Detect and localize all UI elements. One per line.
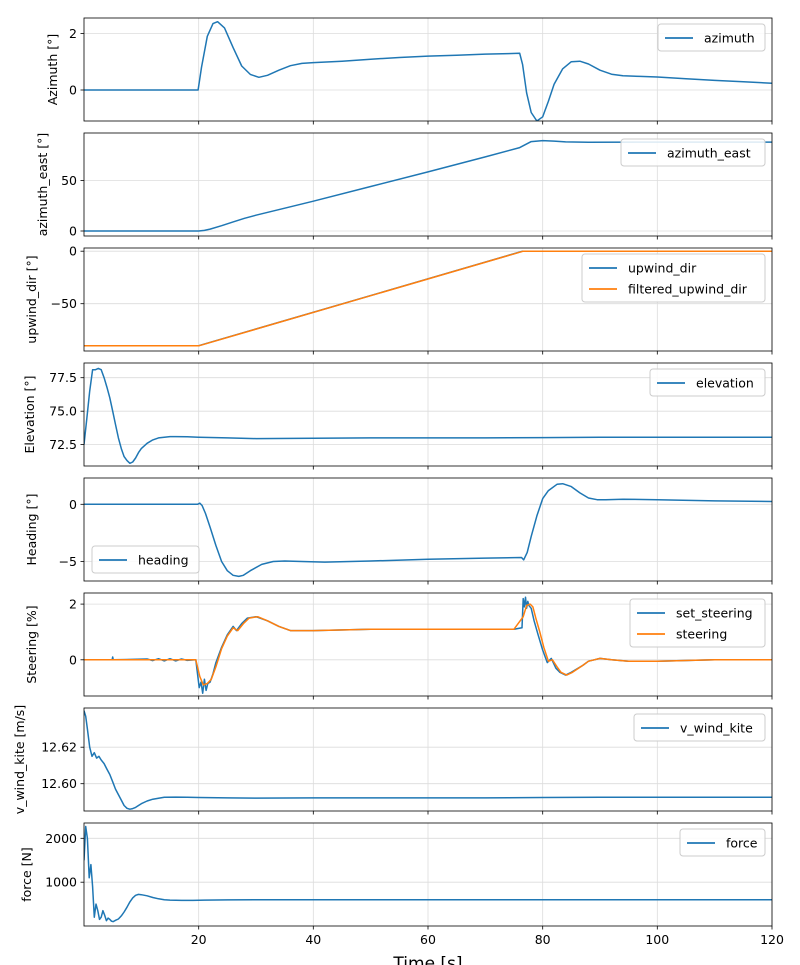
y-tick-label: 50 xyxy=(61,173,77,188)
x-tick-label: 80 xyxy=(535,932,551,947)
legend-label: azimuth xyxy=(704,31,755,46)
legend-box xyxy=(633,713,766,742)
y-tick-label: 0 xyxy=(69,244,77,259)
y-tick-label: 0 xyxy=(69,224,77,239)
panel-2: 0 50 azimuth_east [°] azimuth_east xyxy=(35,132,773,240)
legend: v_wind_kite xyxy=(633,713,766,742)
y-tick-label: 0 xyxy=(69,652,77,667)
panel-3: 0 −50 upwind_dir [°] upwind_dir filtered_upw… xyxy=(24,244,773,355)
series-line-elevation xyxy=(84,367,772,465)
legend-label: v_wind_kite xyxy=(680,721,753,736)
y-axis-label: Azimuth [°] xyxy=(45,34,60,105)
legend-label: heading xyxy=(138,553,189,568)
y-axis-label: upwind_dir [°] xyxy=(24,255,39,343)
y-tick-label: 0 xyxy=(69,83,77,98)
legend-box xyxy=(581,253,766,303)
y-tick-label: −50 xyxy=(51,296,77,311)
legend-box xyxy=(91,545,200,574)
legend-box xyxy=(657,23,766,52)
panel-5: 0 −5 Heading [°] heading xyxy=(24,477,773,585)
y-axis-label: Elevation [°] xyxy=(22,375,37,453)
y-tick-label: 12.62 xyxy=(41,740,77,755)
x-axis-label: Time [s] xyxy=(392,954,462,965)
series-line-force xyxy=(84,825,772,923)
series-line-azimuth xyxy=(84,20,772,121)
legend-box xyxy=(649,368,766,397)
y-tick-label: 2000 xyxy=(45,831,77,846)
x-tick-label: 20 xyxy=(191,932,207,947)
legend-box xyxy=(629,598,766,648)
panel-7: 12.60 12.62 v_wind_kite [m/s] v_wind_kite xyxy=(12,705,773,815)
legend: azimuth_east xyxy=(620,138,766,167)
legend-label: force xyxy=(726,836,758,851)
x-tick-label: 100 xyxy=(645,932,669,947)
series-line-steering xyxy=(84,603,772,686)
legend: upwind_dir filtered_upwind_dir xyxy=(581,253,766,303)
y-tick-label: 2 xyxy=(69,26,77,41)
y-axis-label: Steering [%] xyxy=(24,605,39,683)
legend-label: azimuth_east xyxy=(667,146,751,161)
y-axis-label: v_wind_kite [m/s] xyxy=(12,705,27,814)
x-tick-label: 60 xyxy=(420,932,436,947)
y-tick-label: 1000 xyxy=(45,875,77,890)
panel-1: 0 2 Azimuth [°] azimuth xyxy=(45,17,773,125)
x-tick-label: 120 xyxy=(760,932,784,947)
panel-8: 20 40 60 80 100 120 1000 2000 force [N] force xyxy=(19,822,784,947)
series-line-filtered_upwind_dir xyxy=(84,250,772,347)
panel-6: 0 2 Steering [%] set_steering steering xyxy=(24,592,773,700)
y-tick-label: 2 xyxy=(69,597,77,612)
y-tick-label: 12.60 xyxy=(41,776,77,791)
legend: elevation xyxy=(649,368,766,397)
y-tick-label: 77.5 xyxy=(49,370,77,385)
legend: set_steering steering xyxy=(629,598,766,648)
legend-box xyxy=(620,138,766,167)
panel-4: 72.5 75.0 77.5 Elevation [°] elevation xyxy=(22,362,773,470)
legend-label: set_steering xyxy=(676,606,753,621)
legend-label: elevation xyxy=(696,376,754,391)
y-tick-label: 75.0 xyxy=(49,404,77,419)
y-tick-label: 0 xyxy=(69,497,77,512)
legend-label: steering xyxy=(676,627,727,642)
y-axis-label: Heading [°] xyxy=(24,494,39,566)
y-axis-label: azimuth_east [°] xyxy=(35,133,50,237)
legend: azimuth xyxy=(657,23,766,52)
legend-box xyxy=(679,828,766,857)
legend-label: filtered_upwind_dir xyxy=(628,282,748,297)
series-line-heading xyxy=(84,482,772,578)
series-line-azimuth_east xyxy=(84,139,772,232)
y-axis-label: force [N] xyxy=(19,847,34,902)
legend: force xyxy=(679,828,766,857)
legend: heading xyxy=(91,545,200,574)
x-tick-label: 40 xyxy=(305,932,321,947)
y-tick-label: 72.5 xyxy=(49,437,77,452)
y-tick-label: −5 xyxy=(59,554,77,569)
legend-label: upwind_dir xyxy=(628,261,697,276)
series-line-v_wind_kite xyxy=(84,710,772,810)
